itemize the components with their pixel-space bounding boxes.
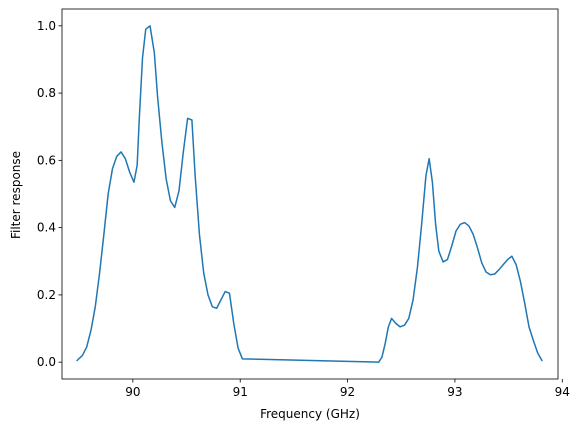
axes-frame [61, 8, 559, 380]
x-tick-label: 90 [125, 385, 140, 399]
y-tick-label: 0.4 [37, 221, 56, 235]
y-tick-label: 0.0 [37, 355, 56, 369]
x-tick-label: 94 [555, 385, 570, 399]
series-line-0 [76, 25, 543, 363]
plot-area: 90 91 92 93 94 0.0 0.2 0.4 0.6 0.8 1.0 [37, 8, 570, 399]
x-tick-label: 92 [340, 385, 355, 399]
x-tick-label: 93 [447, 385, 462, 399]
x-tick-label: 91 [233, 385, 248, 399]
y-tick-label: 0.2 [37, 288, 56, 302]
y-tick-label: 1.0 [37, 19, 56, 33]
x-axis-label: Frequency (GHz) [260, 407, 360, 421]
y-tick-label: 0.8 [37, 86, 56, 100]
y-axis-label: Filter response [9, 151, 23, 239]
y-tick-label: 0.6 [37, 153, 56, 167]
